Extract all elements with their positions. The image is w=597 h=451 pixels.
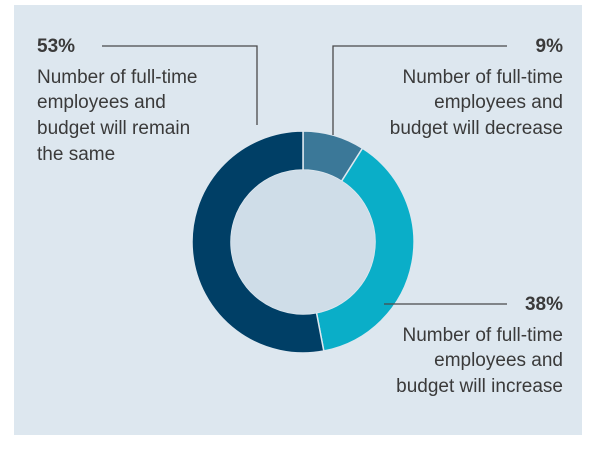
leader-line-same: [102, 45, 258, 125]
donut-slices: [191, 130, 415, 354]
leader-line-decrease: [332, 45, 507, 135]
chart-card: 53% Number of full-time employees and bu…: [14, 5, 582, 435]
pct-label-increase: 38%: [525, 294, 563, 315]
donut-hole: [231, 170, 375, 314]
slice-label-same-line4: the same: [37, 144, 115, 165]
slice-label-same-line3: budget will remain: [37, 118, 190, 139]
slice-label-increase-line1: Number of full-time: [403, 325, 564, 346]
slice-label-decrease-line1: Number of full-time: [403, 67, 564, 88]
slice-label-increase-line2: employees and: [434, 350, 563, 371]
pct-label-same: 53%: [37, 36, 75, 57]
donut-chart: 53% Number of full-time employees and bu…: [37, 36, 564, 397]
pct-label-decrease: 9%: [536, 36, 564, 57]
slice-label-decrease-line2: employees and: [434, 92, 563, 113]
slice-label-same-line2: employees and: [37, 92, 166, 113]
slice-label-same-line1: Number of full-time: [37, 67, 198, 88]
slice-label-decrease-line3: budget will decrease: [390, 118, 563, 139]
slice-label-increase-line3: budget will increase: [396, 376, 563, 397]
